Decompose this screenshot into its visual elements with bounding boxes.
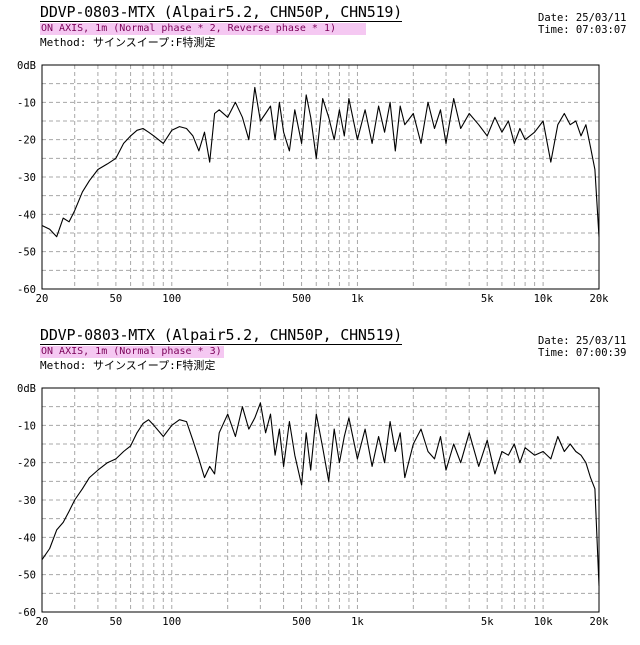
measurement-method: Method: サインスイープ:F特測定 — [40, 359, 216, 372]
chart-title: DDVP-0803-MTX (Alpair5.2, CHN50P, CHN519… — [40, 326, 403, 345]
chart-panel-2: DDVP-0803-MTX (Alpair5.2, CHN50P, CHN519… — [0, 323, 640, 645]
measurement-time: Time: 07:00:39 — [538, 347, 627, 359]
x-tick-label: 5k — [481, 293, 494, 305]
chart-subtitle: ON AXIS, 1m (Normal phase * 2, Reverse p… — [40, 23, 366, 35]
measurement-method: Method: サインスイープ:F特測定 — [40, 36, 216, 49]
measurement-date: Date: 25/03/11 — [538, 12, 627, 24]
chart-title: DDVP-0803-MTX (Alpair5.2, CHN50P, CHN519… — [40, 3, 403, 22]
x-tick-label: 1k — [351, 293, 364, 305]
response-curve — [41, 402, 600, 586]
y-tick-label: -50 — [17, 570, 36, 582]
x-tick-label: 10k — [534, 616, 554, 628]
x-tick-label: 20 — [36, 616, 49, 628]
y-tick-label: -10 — [17, 97, 36, 109]
x-tick-label: 5k — [481, 616, 494, 628]
y-tick-label: -10 — [17, 420, 36, 432]
x-tick-label: 500 — [292, 293, 311, 305]
x-tick-label: 50 — [110, 293, 123, 305]
chart-subtitle: ON AXIS, 1m (Normal phase * 3) — [40, 346, 224, 358]
measurement-time: Time: 07:03:07 — [538, 24, 627, 36]
plot-frame — [41, 64, 600, 290]
x-tick-label: 500 — [292, 616, 311, 628]
chart-panel-1: DDVP-0803-MTX (Alpair5.2, CHN50P, CHN519… — [0, 0, 640, 322]
x-tick-label: 100 — [162, 293, 181, 305]
y-tick-label: -30 — [17, 172, 36, 184]
y-tick-label: 0dB — [17, 60, 36, 72]
x-tick-label: 10k — [534, 293, 554, 305]
x-tick-label: 50 — [110, 616, 123, 628]
y-tick-label: -50 — [17, 247, 36, 259]
y-tick-label: -60 — [17, 284, 36, 296]
x-tick-label: 20k — [590, 293, 610, 305]
x-tick-label: 20k — [590, 616, 610, 628]
y-tick-label: -20 — [17, 458, 36, 470]
response-curve — [41, 86, 600, 238]
y-tick-label: 0dB — [17, 383, 36, 395]
measurement-date: Date: 25/03/11 — [538, 335, 627, 347]
x-tick-label: 1k — [351, 616, 364, 628]
y-tick-label: -40 — [17, 209, 36, 221]
plot-frame — [41, 387, 600, 613]
y-tick-label: -60 — [17, 607, 36, 619]
y-tick-label: -40 — [17, 532, 36, 544]
y-tick-label: -20 — [17, 135, 36, 147]
y-tick-label: -30 — [17, 495, 36, 507]
x-tick-label: 100 — [162, 616, 181, 628]
x-tick-label: 20 — [36, 293, 49, 305]
